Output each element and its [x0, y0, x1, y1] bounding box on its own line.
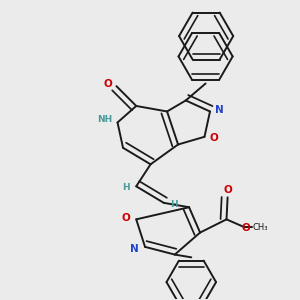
Text: O: O — [209, 134, 218, 143]
Text: N: N — [215, 105, 224, 115]
Text: CH₃: CH₃ — [252, 223, 268, 232]
Text: O: O — [104, 79, 112, 88]
Text: O: O — [122, 213, 131, 223]
Text: N: N — [130, 244, 139, 254]
Text: O: O — [224, 185, 233, 195]
Text: NH: NH — [98, 115, 112, 124]
Text: O: O — [241, 223, 250, 233]
Text: H: H — [122, 184, 130, 193]
Text: H: H — [170, 200, 178, 209]
